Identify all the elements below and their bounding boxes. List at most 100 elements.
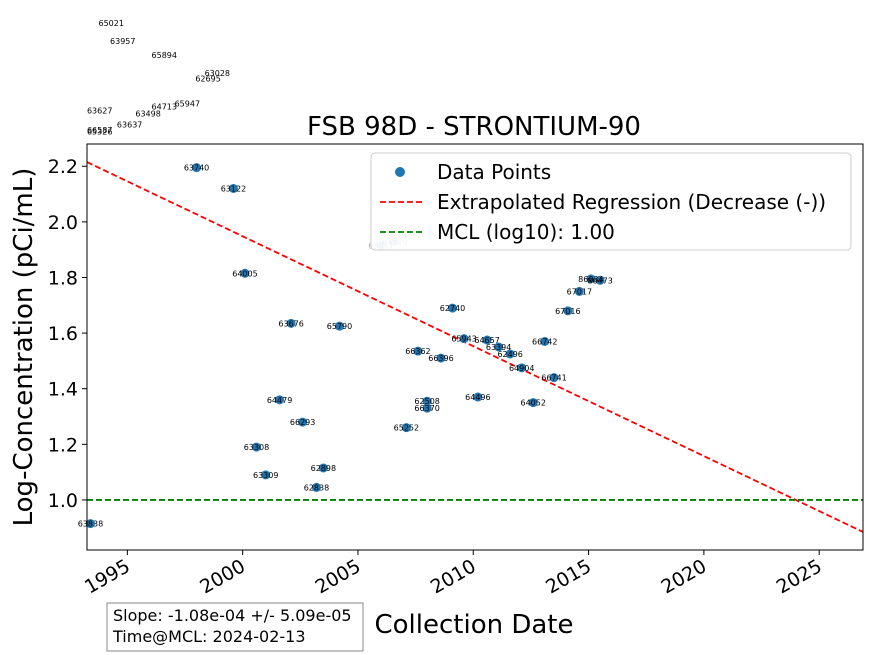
y-tick-label-1: 1.2 xyxy=(48,434,78,456)
x-tick-label-4: 2015 xyxy=(542,555,595,598)
data-point-18 xyxy=(459,334,469,344)
overflow-label-9: 63637 xyxy=(117,121,142,130)
data-point-12 xyxy=(401,423,411,433)
data-point-8 xyxy=(298,417,308,427)
legend-label-mcl: MCL (log10): 1.00 xyxy=(437,220,615,244)
point-label-6: 64479 xyxy=(267,396,292,405)
point-labels: 63838 63740 63122 64005 63308 63309 64479 63676… xyxy=(78,164,613,529)
regression-line xyxy=(86,161,864,533)
data-point-1 xyxy=(192,163,202,173)
stats-box-frame xyxy=(106,602,364,652)
overflow-label-2: 65894 xyxy=(152,51,177,60)
x-tick-label-2: 2005 xyxy=(312,555,365,598)
point-label-16: 66396 xyxy=(428,354,453,363)
point-label-17: 62740 xyxy=(440,304,465,313)
point-label-3: 64005 xyxy=(232,269,257,278)
legend: Data Points Extrapolated Regression (Dec… xyxy=(370,152,852,251)
overflow-label-6: 64713 xyxy=(152,102,177,111)
overflow-label-0: 65021 xyxy=(98,19,123,28)
point-label-2: 63122 xyxy=(221,184,246,193)
overflow-label-7: 63498 xyxy=(135,109,160,118)
point-label-20: 64657 xyxy=(474,336,499,345)
point-label-29: 86034 xyxy=(578,275,603,284)
point-label-10: 62898 xyxy=(311,464,336,473)
point-label-24: 64052 xyxy=(521,399,546,408)
data-point-17 xyxy=(448,303,458,313)
x-tick-label-1: 2000 xyxy=(196,555,249,598)
overflow-label-4: 62695 xyxy=(195,75,220,84)
y-axis-ticks: 1.0 1.2 1.4 1.6 1.8 2.0 2.2 xyxy=(48,156,87,512)
data-point-21 xyxy=(494,342,504,352)
data-point-9 xyxy=(311,482,321,492)
chart-title: FSB 98D - STRONTIUM-90 xyxy=(307,112,641,142)
point-label-1: 63740 xyxy=(184,164,209,173)
data-point-28 xyxy=(574,286,584,296)
stats-slope: Slope: -1.08e-04 +/- 5.09e-05 xyxy=(113,606,352,625)
data-point-23 xyxy=(517,363,527,373)
overflow-label-11: 65326 xyxy=(87,127,112,136)
point-label-14: 62508 xyxy=(414,397,439,406)
point-label-12: 65252 xyxy=(394,424,419,433)
point-label-27: 67016 xyxy=(555,307,580,316)
y-tick-label-6: 2.2 xyxy=(48,156,78,178)
y-tick-label-3: 1.6 xyxy=(48,323,78,345)
overflow-label-8: 63627 xyxy=(87,107,112,116)
data-point-30 xyxy=(595,275,605,285)
data-point-20 xyxy=(482,335,492,345)
point-label-30: 86473 xyxy=(587,276,612,285)
y-tick-label-2: 1.4 xyxy=(48,379,78,401)
data-point-2 xyxy=(228,183,238,193)
point-label-5: 63309 xyxy=(253,471,278,480)
data-point-0 xyxy=(85,519,95,529)
overflow-label-5: 65947 xyxy=(175,100,200,109)
y-axis-title: Log-Concentration (pCi/mL) xyxy=(9,168,39,527)
data-point-13 xyxy=(413,346,423,356)
legend-box xyxy=(370,152,852,251)
point-label-7: 63676 xyxy=(278,319,303,328)
data-point-5 xyxy=(261,470,271,480)
data-point-16 xyxy=(436,353,446,363)
data-points xyxy=(85,163,605,529)
x-tick-label-3: 2010 xyxy=(427,555,480,598)
data-point-25 xyxy=(540,336,550,346)
data-point-26 xyxy=(549,373,559,383)
data-point-4 xyxy=(251,442,261,452)
point-label-25: 66742 xyxy=(532,337,557,346)
point-label-26: 66741 xyxy=(541,374,566,383)
point-label-15: 66370 xyxy=(414,404,439,413)
stats-time-at-mcl: Time@MCL: 2024-02-13 xyxy=(112,627,306,646)
overflow-label-1: 63957 xyxy=(110,37,135,46)
y-tick-label-5: 2.0 xyxy=(48,212,78,234)
point-label-22: 62496 xyxy=(497,350,522,359)
y-tick-label-4: 1.8 xyxy=(48,267,78,289)
data-point-7 xyxy=(286,318,296,328)
x-tick-label-6: 2025 xyxy=(773,555,826,598)
data-point-11 xyxy=(335,321,345,331)
point-label-18: 65943 xyxy=(451,335,476,344)
x-tick-label-5: 2020 xyxy=(657,555,710,598)
data-point-27 xyxy=(563,306,573,316)
point-label-28: 67017 xyxy=(567,287,592,296)
overflow-label-3: 63028 xyxy=(205,69,230,78)
data-point-15 xyxy=(422,403,432,413)
stats-box: Slope: -1.08e-04 +/- 5.09e-05 Time@MCL: … xyxy=(106,602,364,652)
overflow-label-10: 66587 xyxy=(87,126,112,135)
point-label-0: 63838 xyxy=(78,520,103,529)
plot-frame xyxy=(86,143,864,551)
data-point-14 xyxy=(422,396,432,406)
x-axis-ticks: 1995 2000 2005 2010 2015 2020 2025 xyxy=(81,550,826,599)
point-label-4: 63308 xyxy=(244,443,269,452)
x-axis-title: Collection Date xyxy=(374,610,573,640)
data-point-10 xyxy=(318,463,328,473)
data-point-19 xyxy=(473,392,483,402)
point-label-21: 63394 xyxy=(486,343,511,352)
data-point-29 xyxy=(586,274,596,284)
data-point-22 xyxy=(505,349,515,359)
legend-label-points: Data Points xyxy=(437,160,551,184)
legend-label-regression: Extrapolated Regression (Decrease (-)) xyxy=(437,190,826,214)
point-label-8: 66293 xyxy=(290,418,315,427)
point-label-19: 64496 xyxy=(465,393,490,402)
point-label-13: 66362 xyxy=(405,347,430,356)
